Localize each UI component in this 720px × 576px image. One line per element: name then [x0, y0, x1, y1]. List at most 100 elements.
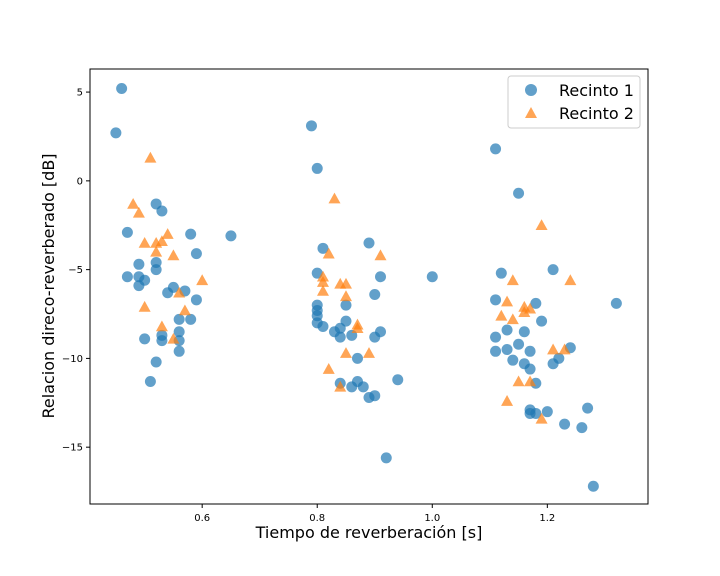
recinto-1-point: [490, 143, 502, 155]
recinto-1-point: [357, 381, 369, 393]
recinto-2-point: [339, 277, 352, 289]
recinto-1-point: [351, 352, 363, 364]
recinto-1-point: [185, 228, 197, 240]
recinto-1-point: [121, 271, 133, 283]
recinto-1-point: [334, 331, 346, 343]
recinto-2-point: [127, 197, 140, 209]
recinto-1-point: [518, 326, 530, 338]
recinto-1-point: [369, 288, 381, 300]
recinto-2-point: [316, 284, 329, 296]
recinto-1-point: [311, 162, 323, 174]
recinto-1-point: [576, 422, 588, 434]
recinto-1-point: [524, 363, 536, 375]
recinto-2-point: [495, 309, 508, 321]
recinto-2-point: [178, 304, 191, 316]
recinto-1-point: [185, 313, 197, 325]
recinto-2-point: [322, 247, 335, 259]
legend-box: [507, 75, 641, 129]
legend-marker-recinto-2: [525, 107, 537, 118]
legend-label-recinto-1: Recinto 1: [559, 81, 634, 100]
axis-ticks: 0.6 0.8 1.0 1.2 5 0 −5 −10 −15: [62, 88, 555, 524]
recinto-1-point: [553, 352, 565, 364]
recinto-2-point: [558, 343, 571, 355]
recinto-1-point: [305, 120, 317, 132]
recinto-1-point: [173, 326, 185, 338]
recinto-1-point: [490, 294, 502, 306]
y-axis-label: Relacion direco-reverberado [dB]: [39, 153, 58, 418]
recinto-1-point: [121, 226, 133, 238]
recinto-2-point: [506, 313, 519, 325]
x-tick-label: 0.8: [309, 513, 325, 524]
recinto-2-point: [138, 237, 151, 248]
recinto-2-point: [535, 412, 548, 424]
recinto-2-point: [155, 235, 168, 247]
recinto-2-point: [322, 363, 335, 374]
legend-label-recinto-2: Recinto 2: [559, 104, 634, 123]
recinto-1-point: [110, 127, 122, 139]
recinto-1-point: [150, 257, 162, 269]
y-tick-label: −10: [62, 354, 83, 365]
recinto-2-point: [334, 380, 347, 392]
recinto-1-point: [340, 299, 352, 311]
recinto-1-point: [541, 406, 553, 418]
recinto-1-point: [156, 335, 168, 347]
recinto-1-point: [369, 390, 381, 402]
recinto-2-point: [138, 300, 151, 312]
recinto-2-point: [167, 249, 180, 261]
recinto-1-point: [610, 297, 622, 309]
recinto-1-point: [490, 331, 502, 343]
recinto-1-point: [559, 418, 571, 430]
recinto-2-point: [173, 286, 186, 298]
recinto-1-point: [116, 83, 128, 95]
recinto-1-point: [317, 320, 329, 332]
recinto-2-point: [535, 219, 548, 231]
recinto-1-point: [150, 356, 162, 368]
recinto-1-point: [490, 345, 502, 357]
recinto-1-point: [380, 452, 392, 464]
legend: Recinto 1 Recinto 2: [507, 75, 641, 129]
recinto-2-point: [524, 302, 537, 314]
plot-frame: [89, 68, 649, 505]
recinto-2-point: [363, 347, 375, 358]
data-points: [110, 83, 622, 492]
y-tick-label: 5: [77, 88, 83, 99]
recinto-2-point: [132, 206, 145, 218]
recinto-1-point: [311, 299, 323, 311]
recinto-1-point: [507, 354, 519, 366]
recinto-1-point: [133, 258, 145, 270]
recinto-2-point: [339, 290, 352, 302]
recinto-1-point: [501, 324, 513, 336]
recinto-1-point: [495, 267, 507, 279]
recinto-2-point: [328, 192, 341, 204]
recinto-2-point: [506, 274, 519, 286]
recinto-2-point: [374, 249, 387, 261]
recinto-1-point: [392, 374, 404, 386]
recinto-2-point: [524, 375, 537, 387]
recinto-1-point: [139, 333, 151, 345]
recinto-1-point: [587, 480, 599, 492]
recinto-1-point: [375, 326, 387, 338]
recinto-1-point: [524, 345, 536, 357]
recinto-1-point: [513, 338, 525, 350]
recinto-1-point: [139, 274, 151, 286]
recinto-1-point: [190, 294, 202, 306]
recinto-2-point: [501, 395, 514, 406]
recinto-1-point: [501, 344, 513, 356]
x-tick-label: 0.6: [194, 513, 210, 524]
y-tick-label: 0: [77, 176, 83, 187]
recinto-1-point: [340, 315, 352, 327]
recinto-1-point: [173, 345, 185, 357]
recinto-2-point: [501, 295, 514, 307]
recinto-1-point: [311, 267, 323, 279]
y-tick-label: −5: [68, 265, 83, 276]
recinto-1-point: [363, 237, 375, 249]
x-axis-label: Tiempo de reverberación [s]: [255, 523, 483, 542]
recinto-1-point: [317, 242, 329, 254]
recinto-1-point: [547, 264, 559, 276]
recinto-2-point: [339, 347, 352, 358]
recinto-2-point: [167, 332, 180, 344]
recinto-1-point: [530, 407, 542, 419]
recinto-1-point: [582, 402, 594, 414]
recinto-1-point: [167, 281, 179, 293]
